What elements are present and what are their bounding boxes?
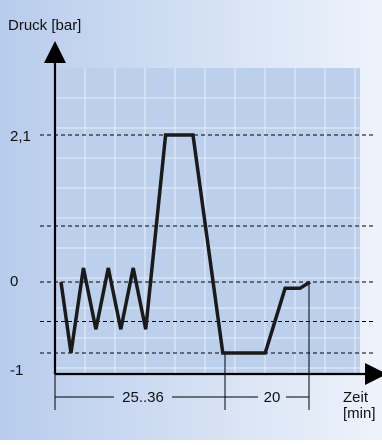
y-tick-label-0: 0	[10, 273, 18, 290]
x-axis-label-line1: Zeit	[343, 389, 369, 406]
plot-area	[55, 68, 360, 374]
y-tick-label-2-1: 2,1	[10, 128, 31, 145]
segment-2-label: 20	[264, 389, 281, 406]
y-tick-label-minus-1: -1	[10, 362, 23, 379]
x-axis-label-line2: [min]	[343, 405, 376, 422]
y-axis-label: Druck [bar]	[8, 17, 81, 34]
segment-1-label: 25..36	[122, 389, 164, 406]
